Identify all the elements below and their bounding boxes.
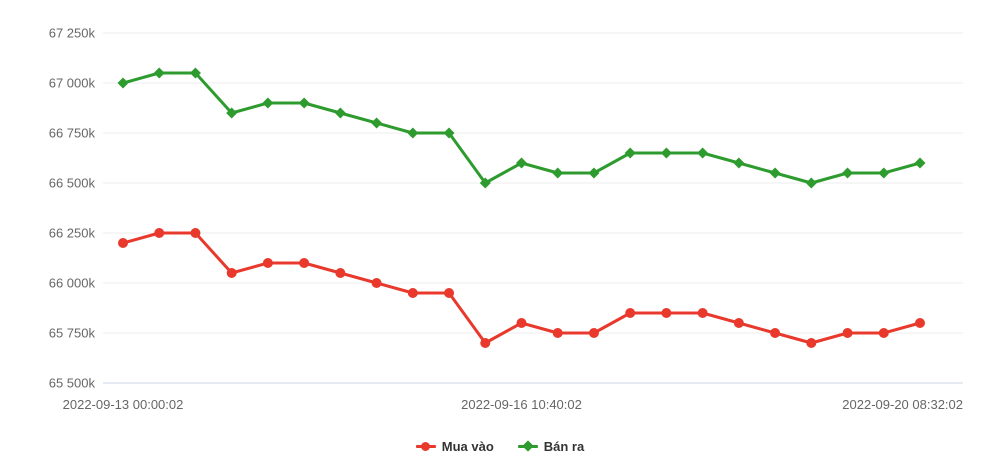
data-point-ban-ra[interactable] bbox=[769, 167, 781, 179]
data-point-ban-ra[interactable] bbox=[842, 167, 854, 179]
data-point-mua-vao[interactable] bbox=[262, 258, 273, 268]
data-point-mua-vao[interactable] bbox=[588, 328, 599, 338]
data-point-mua-vao[interactable] bbox=[697, 308, 708, 318]
sell-series-marker-icon bbox=[517, 440, 538, 452]
data-point-ban-ra[interactable] bbox=[552, 167, 564, 179]
x-axis-tick-label: 2022-09-16 10:40:02 bbox=[461, 397, 582, 412]
y-axis-tick-label: 66 000k bbox=[49, 276, 96, 291]
data-point-mua-vao[interactable] bbox=[770, 328, 781, 338]
data-point-ban-ra[interactable] bbox=[660, 147, 672, 159]
data-point-ban-ra[interactable] bbox=[479, 177, 491, 189]
x-axis-tick-label: 2022-09-20 08:32:02 bbox=[842, 397, 963, 412]
data-point-mua-vao[interactable] bbox=[915, 318, 925, 328]
data-point-mua-vao[interactable] bbox=[552, 328, 563, 338]
data-point-mua-vao[interactable] bbox=[154, 228, 165, 238]
data-point-mua-vao[interactable] bbox=[226, 268, 237, 278]
data-point-mua-vao[interactable] bbox=[299, 258, 310, 268]
y-axis-tick-label: 67 000k bbox=[49, 76, 96, 91]
buy-series-marker-icon bbox=[415, 440, 436, 452]
data-point-ban-ra[interactable] bbox=[153, 67, 165, 79]
data-point-mua-vao[interactable] bbox=[625, 308, 636, 318]
y-axis-tick-label: 66 250k bbox=[49, 226, 96, 241]
data-point-ban-ra[interactable] bbox=[189, 67, 201, 79]
data-point-mua-vao[interactable] bbox=[806, 338, 817, 348]
y-axis-tick-label: 65 500k bbox=[49, 376, 96, 391]
legend-label-mua-vao: Mua vào bbox=[441, 438, 494, 454]
y-axis-tick-label: 65 750k bbox=[49, 326, 96, 341]
data-point-ban-ra[interactable] bbox=[443, 127, 455, 139]
data-point-ban-ra[interactable] bbox=[334, 107, 346, 119]
data-point-mua-vao[interactable] bbox=[480, 338, 491, 348]
data-point-ban-ra[interactable] bbox=[697, 147, 709, 159]
y-axis-tick-label: 67 250k bbox=[49, 26, 96, 41]
data-point-ban-ra[interactable] bbox=[914, 157, 926, 169]
y-axis-tick-label: 66 750k bbox=[49, 126, 96, 141]
legend-label-ban-ra: Bán ra bbox=[543, 438, 585, 454]
y-axis-tick-label: 66 500k bbox=[49, 176, 96, 191]
data-point-ban-ra[interactable] bbox=[262, 97, 274, 109]
data-point-ban-ra[interactable] bbox=[117, 77, 129, 89]
data-point-mua-vao[interactable] bbox=[842, 328, 853, 338]
data-point-ban-ra[interactable] bbox=[624, 147, 636, 159]
data-point-ban-ra[interactable] bbox=[878, 167, 890, 179]
buy-series-circle-swatch bbox=[421, 441, 431, 451]
data-point-mua-vao[interactable] bbox=[407, 288, 418, 298]
data-point-mua-vao[interactable] bbox=[335, 268, 346, 278]
data-point-ban-ra[interactable] bbox=[516, 157, 527, 169]
data-point-ban-ra[interactable] bbox=[805, 177, 817, 189]
legend-item-mua-vao[interactable]: Mua vào bbox=[415, 438, 494, 454]
data-point-ban-ra[interactable] bbox=[733, 157, 745, 169]
data-point-ban-ra[interactable] bbox=[371, 117, 383, 129]
data-point-mua-vao[interactable] bbox=[371, 278, 382, 288]
data-point-mua-vao[interactable] bbox=[118, 238, 128, 248]
data-point-mua-vao[interactable] bbox=[190, 228, 201, 238]
legend-item-ban-ra[interactable]: Bán ra bbox=[517, 438, 585, 454]
data-point-mua-vao[interactable] bbox=[733, 318, 744, 328]
x-axis-tick-label: 2022-09-13 00:00:02 bbox=[63, 397, 184, 412]
data-point-ban-ra[interactable] bbox=[407, 127, 419, 139]
data-point-mua-vao[interactable] bbox=[444, 288, 455, 298]
data-point-ban-ra[interactable] bbox=[298, 97, 310, 109]
chart-legend: Mua vào Bán ra bbox=[0, 435, 1000, 457]
data-point-ban-ra[interactable] bbox=[588, 167, 600, 179]
data-point-ban-ra[interactable] bbox=[226, 107, 238, 119]
data-point-mua-vao[interactable] bbox=[661, 308, 672, 318]
data-point-mua-vao[interactable] bbox=[878, 328, 889, 338]
data-point-mua-vao[interactable] bbox=[516, 318, 527, 328]
sell-series-diamond-swatch bbox=[522, 440, 534, 452]
plot-area: 67 250k 67 000k 66 750k 66 500k 66 250k 66 00… bbox=[49, 26, 963, 412]
